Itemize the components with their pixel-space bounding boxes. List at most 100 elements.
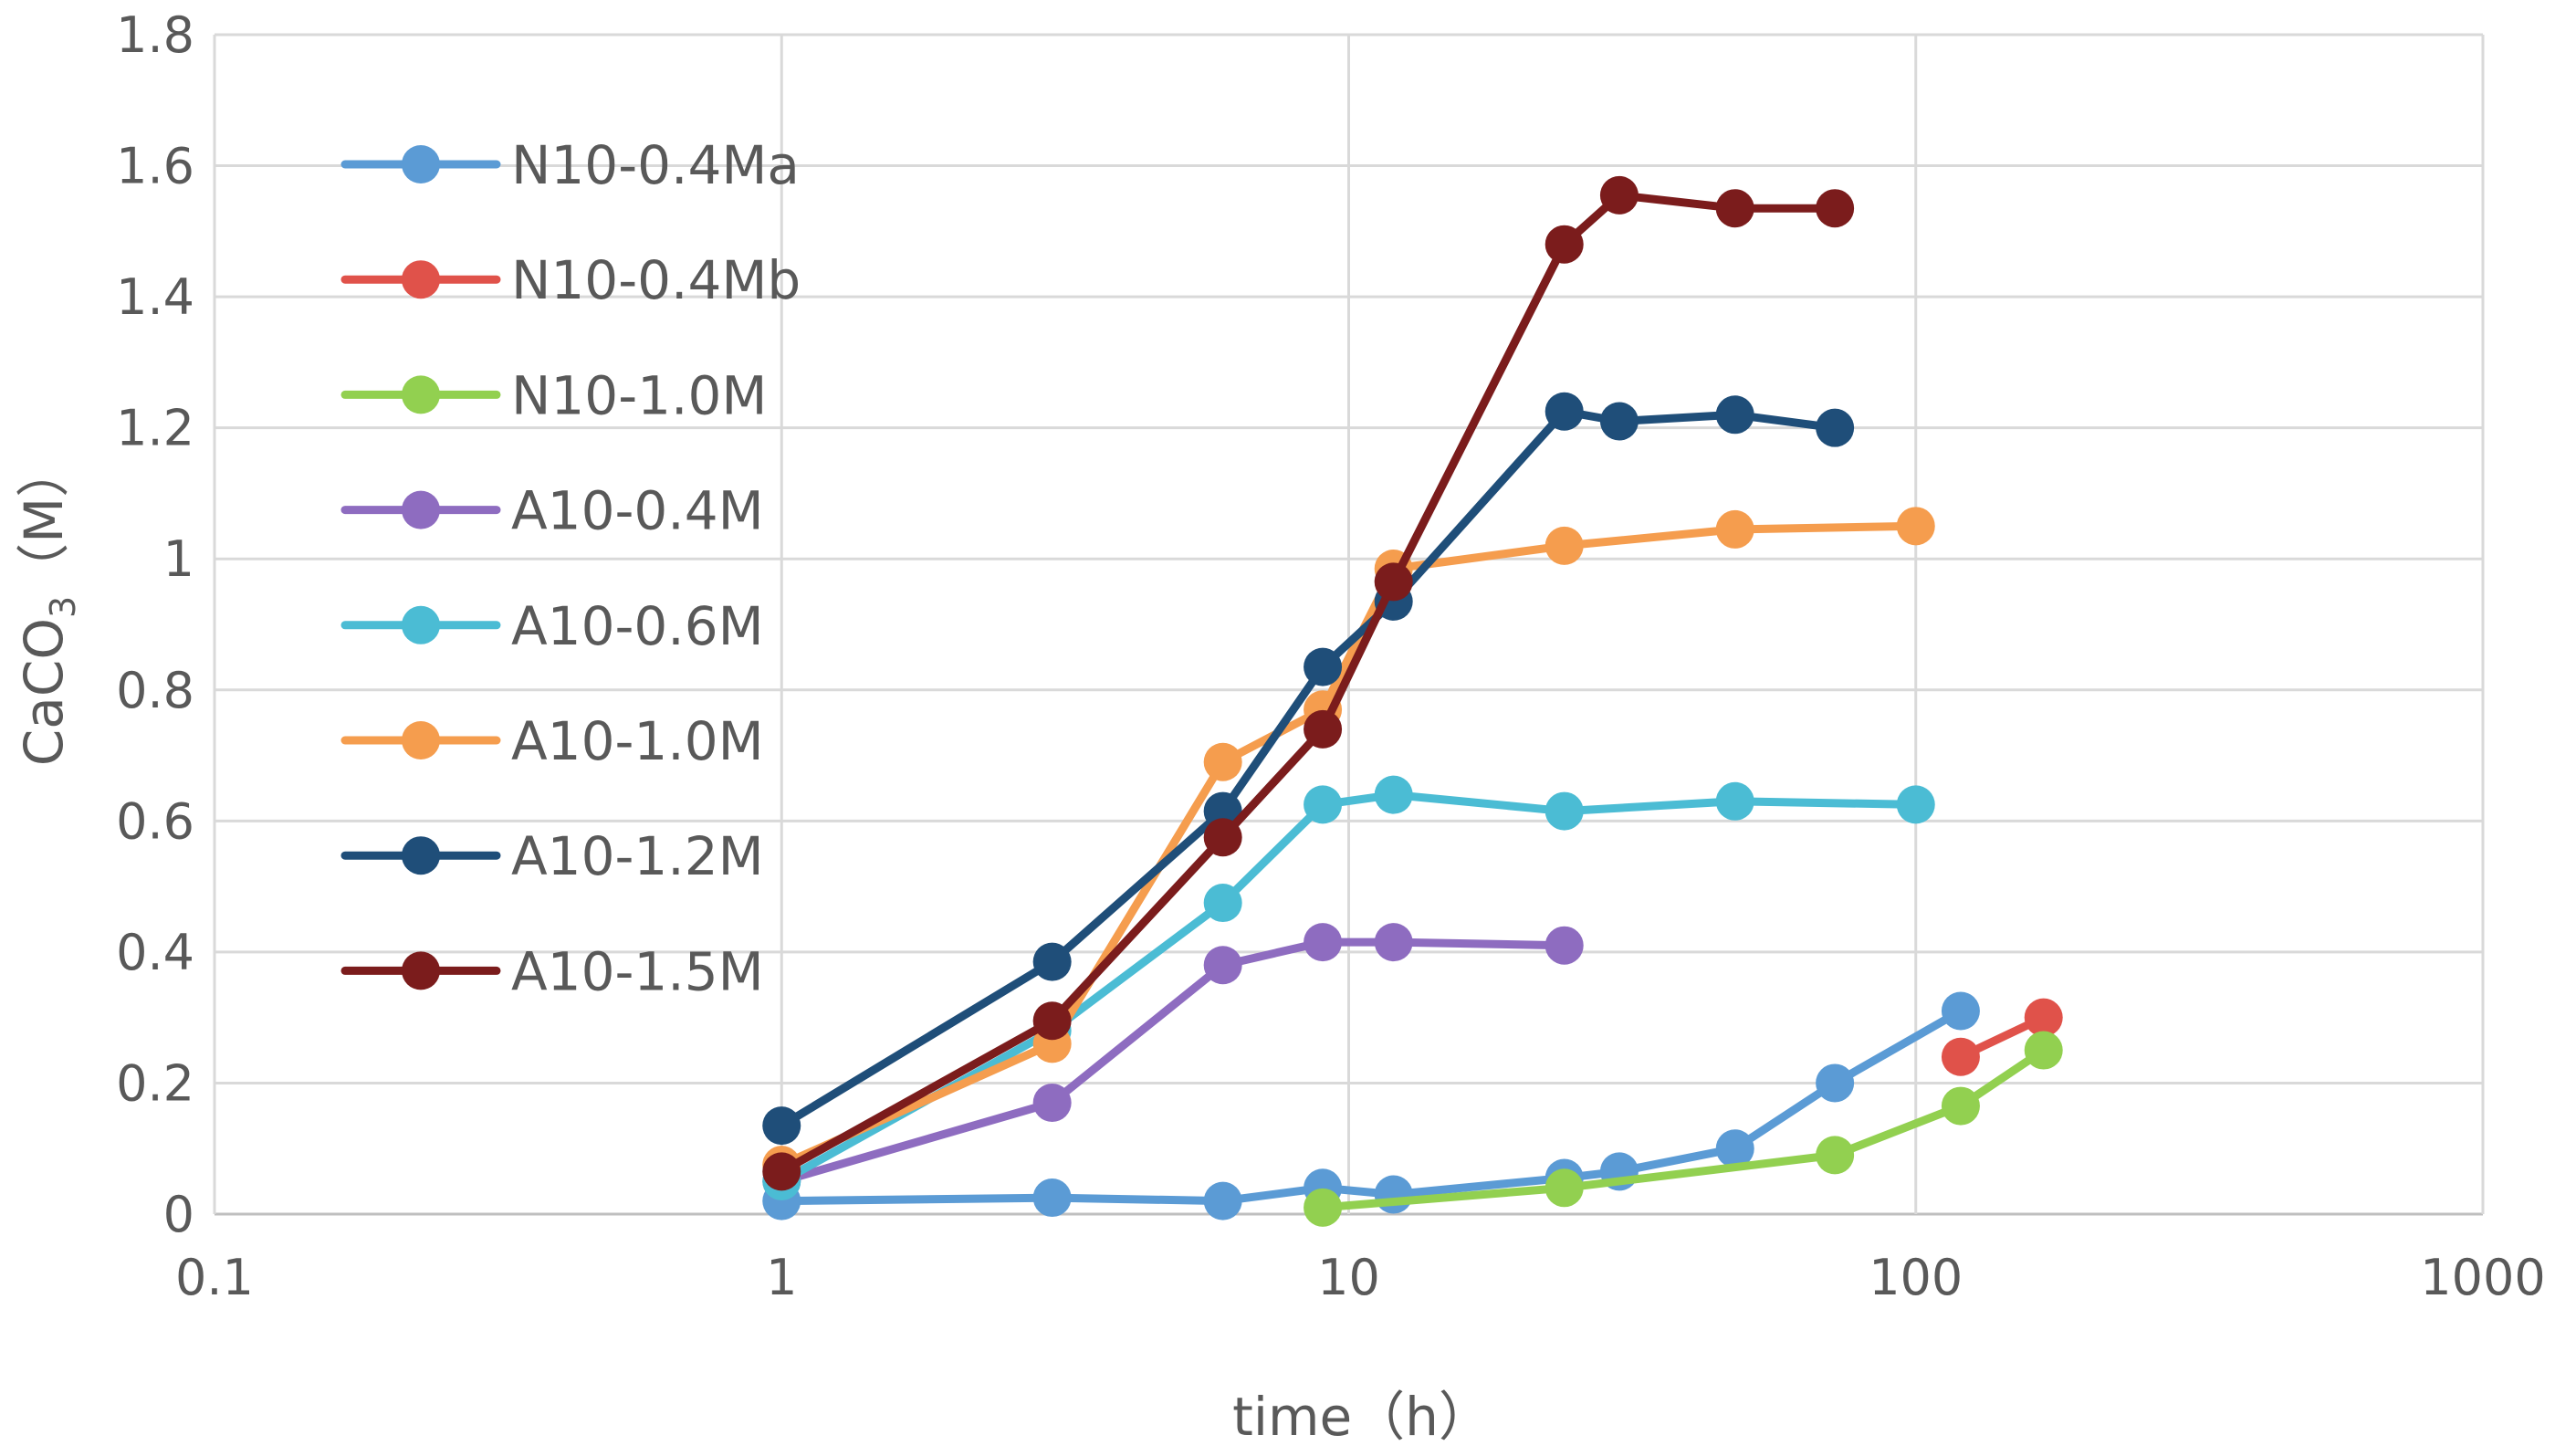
legend-marker bbox=[402, 605, 440, 644]
data-point bbox=[1032, 1083, 1072, 1122]
x-tick-label: 10 bbox=[1317, 1249, 1380, 1306]
data-point bbox=[1545, 926, 1584, 965]
data-point bbox=[1896, 785, 1935, 824]
y-tick-labels: 0 0.2 0.4 0.6 0.8 1 1.2 1.4 1.6 1.8 bbox=[116, 6, 194, 1243]
data-point bbox=[1304, 647, 1343, 686]
series-group bbox=[762, 175, 2063, 1227]
data-point bbox=[1032, 1178, 1072, 1218]
x-tick-labels: 0.1 1 10 100 1000 bbox=[175, 1249, 2546, 1306]
data-point bbox=[1816, 408, 1855, 447]
series-line bbox=[777, 1007, 1965, 1206]
legend-label: A10-0.4M bbox=[511, 480, 764, 542]
data-point bbox=[2024, 1031, 2063, 1070]
data-point bbox=[1545, 1168, 1584, 1208]
legend-label: A10-0.6M bbox=[511, 595, 764, 657]
legend-item: A10-1.2M bbox=[340, 825, 764, 887]
data-point bbox=[1304, 785, 1343, 824]
series-N10-1.0M bbox=[1304, 1031, 2063, 1227]
y-tick-label: 0 bbox=[163, 1186, 194, 1243]
legend-label: A10-1.0M bbox=[511, 710, 764, 772]
legend-item: A10-0.4M bbox=[340, 480, 764, 542]
legend-label: N10-1.0M bbox=[511, 364, 767, 426]
series-N10-0.4Mb bbox=[1941, 998, 2063, 1076]
data-point bbox=[1816, 1063, 1855, 1103]
data-point bbox=[1599, 402, 1639, 441]
data-point bbox=[1203, 1181, 1242, 1220]
data-point bbox=[1896, 507, 1935, 546]
legend-marker bbox=[402, 490, 440, 529]
data-point bbox=[1715, 395, 1754, 435]
data-point bbox=[1374, 923, 1413, 962]
data-point bbox=[1374, 775, 1413, 814]
data-point bbox=[1374, 1175, 1413, 1214]
data-point bbox=[1032, 942, 1072, 981]
data-point bbox=[1941, 1037, 1980, 1076]
x-tick-label: 1 bbox=[766, 1249, 797, 1306]
legend-item: N10-0.4Mb bbox=[340, 249, 801, 311]
data-point bbox=[762, 1152, 801, 1191]
y-axis-title-main: CaCO bbox=[13, 618, 75, 766]
x-tick-label: 100 bbox=[1869, 1249, 1963, 1306]
data-point bbox=[1941, 991, 1980, 1031]
legend-label: A10-1.5M bbox=[511, 940, 764, 1002]
data-point bbox=[762, 1106, 801, 1146]
data-point bbox=[1599, 175, 1639, 215]
y-tick-label: 1.6 bbox=[116, 138, 194, 195]
x-tick-label: 1000 bbox=[2420, 1249, 2545, 1306]
series-line bbox=[777, 937, 1569, 1186]
legend-item: A10-1.5M bbox=[340, 940, 764, 1002]
data-point bbox=[1816, 1136, 1855, 1175]
data-point bbox=[1203, 791, 1242, 831]
data-point bbox=[1374, 562, 1413, 602]
data-point bbox=[1545, 791, 1584, 831]
legend-label: N10-0.4Ma bbox=[511, 134, 800, 196]
legend-item: A10-0.6M bbox=[340, 595, 764, 657]
data-point bbox=[1816, 189, 1855, 228]
y-axis-title-subscript: 3 bbox=[43, 596, 83, 618]
series-A10-1.2M bbox=[762, 392, 1855, 1146]
series-line bbox=[777, 791, 1921, 1186]
data-point bbox=[1304, 923, 1343, 962]
data-point bbox=[2024, 998, 2063, 1037]
y-axis-title-unit: （M） bbox=[13, 445, 75, 596]
legend-item: A10-1.0M bbox=[340, 710, 764, 772]
y-tick-label: 1 bbox=[163, 530, 194, 588]
legend: N10-0.4Ma N10-0.4Mb N10-1.0M A10-0.4M A10-0.… bbox=[340, 134, 801, 1002]
legend-label: A10-1.2M bbox=[511, 825, 764, 887]
series-line bbox=[1318, 1046, 2048, 1212]
y-axis-title: CaCO3（M） bbox=[13, 445, 83, 766]
grid bbox=[213, 33, 2485, 1216]
legend-marker bbox=[402, 260, 440, 299]
legend-marker bbox=[402, 836, 440, 875]
series-line bbox=[777, 407, 1839, 1130]
y-tick-label: 0.6 bbox=[116, 792, 194, 850]
x-tick-label: 0.1 bbox=[175, 1249, 254, 1306]
data-point bbox=[1203, 884, 1242, 923]
y-tick-label: 1.8 bbox=[116, 6, 194, 64]
legend-marker bbox=[402, 375, 440, 414]
data-point bbox=[1304, 1188, 1343, 1227]
y-tick-label: 1.2 bbox=[116, 400, 194, 457]
data-point bbox=[1203, 946, 1242, 985]
data-point bbox=[1545, 526, 1584, 565]
y-tick-label: 1.4 bbox=[116, 268, 194, 326]
legend-label: N10-0.4Mb bbox=[511, 249, 801, 311]
y-tick-label: 0.8 bbox=[116, 662, 194, 719]
data-point bbox=[1304, 709, 1343, 749]
legend-marker bbox=[402, 721, 440, 759]
data-point bbox=[1203, 818, 1242, 857]
series-A10-1.5M bbox=[762, 175, 1855, 1191]
data-point bbox=[1941, 1086, 1980, 1126]
data-point bbox=[1032, 1001, 1072, 1041]
x-axis-title: time（h） bbox=[1232, 1386, 1492, 1448]
y-tick-label: 0.4 bbox=[116, 924, 194, 981]
legend-marker bbox=[402, 145, 440, 183]
data-point bbox=[1715, 509, 1754, 549]
data-point bbox=[1203, 742, 1242, 781]
data-point bbox=[1715, 781, 1754, 821]
legend-item: N10-1.0M bbox=[340, 364, 767, 426]
legend-item: N10-0.4Ma bbox=[340, 134, 800, 196]
legend-marker bbox=[402, 951, 440, 990]
y-tick-label: 0.2 bbox=[116, 1054, 194, 1112]
